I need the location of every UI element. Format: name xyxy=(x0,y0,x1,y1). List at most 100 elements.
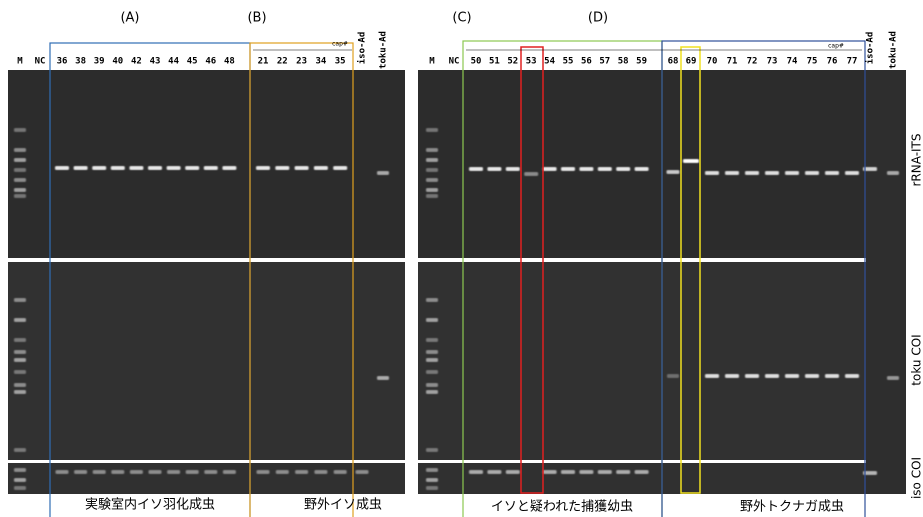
band xyxy=(634,167,649,171)
band xyxy=(542,470,557,474)
band xyxy=(14,298,26,302)
band xyxy=(203,166,218,170)
band xyxy=(845,374,859,378)
cap-label: cap# xyxy=(332,41,348,48)
lane-label: M xyxy=(17,57,23,67)
lane-label: iso-Ad xyxy=(357,32,368,65)
band xyxy=(355,470,369,474)
lane-label: 75 xyxy=(807,57,818,67)
band xyxy=(426,318,438,322)
band xyxy=(55,470,69,474)
band xyxy=(426,168,438,172)
band xyxy=(55,166,69,170)
band xyxy=(505,167,520,171)
lane-label: 21 xyxy=(258,57,269,67)
lane-label: M xyxy=(429,57,435,67)
caption: 野外イソ成虫 xyxy=(304,498,382,513)
lane-label: 73 xyxy=(767,57,778,67)
band xyxy=(683,159,699,163)
lane-label: 53 xyxy=(526,57,537,67)
band xyxy=(805,171,819,175)
lane-label: 23 xyxy=(296,57,307,67)
lane-label: iso-Ad xyxy=(865,32,876,65)
row-label: iso COI xyxy=(910,457,923,499)
band xyxy=(294,166,309,170)
band xyxy=(666,170,680,174)
band xyxy=(73,166,88,170)
gel xyxy=(418,70,866,258)
band xyxy=(256,470,270,474)
band xyxy=(887,376,899,380)
band xyxy=(14,128,26,132)
lane-label: 39 xyxy=(94,57,105,67)
band xyxy=(333,166,348,170)
band xyxy=(487,167,502,171)
group-label: (B) xyxy=(247,11,266,26)
lane-label: NC xyxy=(35,57,46,67)
band xyxy=(14,468,26,472)
band xyxy=(542,167,557,171)
band xyxy=(426,478,438,482)
caption: イソと疑われた捕獲幼虫 xyxy=(491,499,633,515)
boxes xyxy=(49,40,866,517)
gel xyxy=(8,262,405,460)
band xyxy=(725,171,739,175)
band xyxy=(785,374,799,378)
lane-label: 40 xyxy=(112,57,123,67)
band xyxy=(426,468,438,472)
band xyxy=(275,470,289,474)
band xyxy=(185,470,199,474)
lane-label: 45 xyxy=(187,57,198,67)
band xyxy=(863,471,877,475)
band xyxy=(765,171,779,175)
band xyxy=(785,171,799,175)
band xyxy=(111,470,125,474)
band xyxy=(222,166,237,170)
row-label: toku COI xyxy=(910,334,923,385)
lane-label: 52 xyxy=(507,57,518,67)
band xyxy=(14,390,26,394)
band xyxy=(14,148,26,152)
band xyxy=(14,178,26,182)
band xyxy=(14,478,26,482)
band xyxy=(166,166,181,170)
band xyxy=(14,358,26,362)
lane-label: 57 xyxy=(599,57,610,67)
lane-label: 70 xyxy=(707,57,718,67)
band xyxy=(579,470,594,474)
band xyxy=(561,167,575,171)
band xyxy=(333,470,347,474)
band xyxy=(426,358,438,362)
lane-label: 69 xyxy=(686,57,697,67)
band xyxy=(295,470,309,474)
band xyxy=(426,148,438,152)
band xyxy=(129,470,143,474)
band xyxy=(426,194,438,198)
band xyxy=(426,338,438,342)
band xyxy=(92,470,106,474)
band xyxy=(426,350,438,354)
lane-label: 71 xyxy=(727,57,738,67)
band xyxy=(14,370,26,374)
band xyxy=(377,171,389,175)
band xyxy=(426,486,438,490)
band xyxy=(14,158,26,162)
box-53 xyxy=(520,46,544,494)
lane-label: 38 xyxy=(75,57,86,67)
band xyxy=(597,470,612,474)
cap-label: cap# xyxy=(828,43,844,50)
band xyxy=(129,166,144,170)
band xyxy=(14,350,26,354)
gel xyxy=(418,463,866,494)
lane-label: 22 xyxy=(277,57,288,67)
lane-label: 56 xyxy=(581,57,592,67)
lane-label: 36 xyxy=(57,57,68,67)
band xyxy=(505,470,520,474)
band xyxy=(579,167,594,171)
band xyxy=(745,171,759,175)
lane-label: 58 xyxy=(618,57,629,67)
band xyxy=(14,338,26,342)
band xyxy=(426,188,438,192)
band xyxy=(524,172,539,176)
